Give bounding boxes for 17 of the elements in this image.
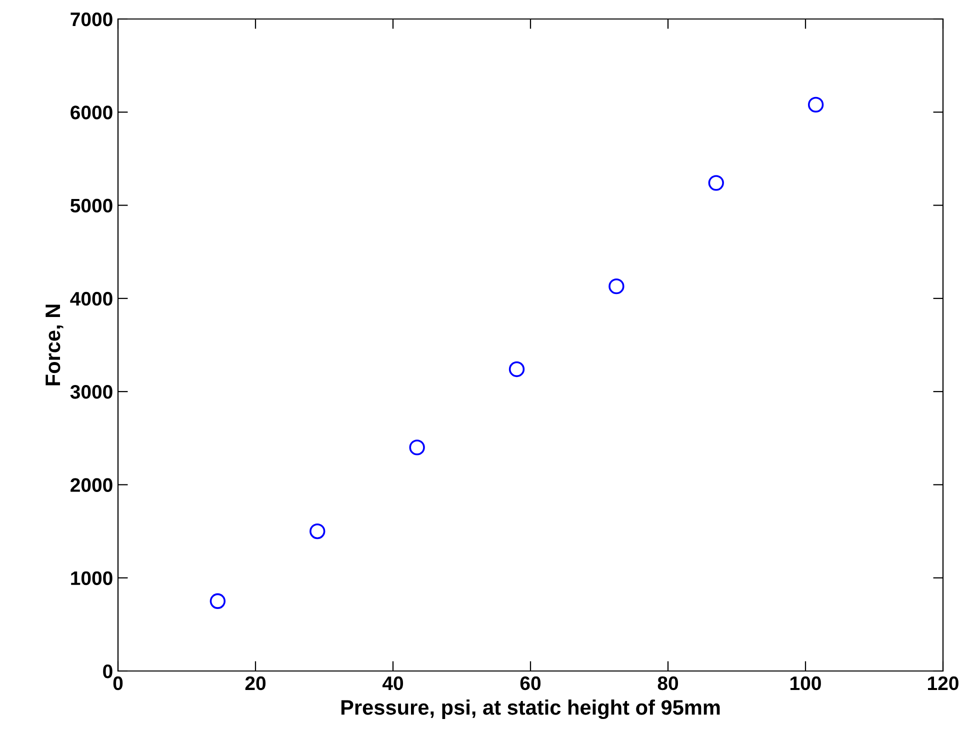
x-tick-label: 40 (382, 676, 404, 690)
y-tick-label: 7000 (70, 12, 112, 26)
x-tick-label: 0 (113, 676, 123, 690)
y-tick-label: 3000 (70, 385, 112, 399)
x-tick-label: 80 (658, 676, 678, 690)
x-tick-label: 120 (928, 676, 958, 690)
y-tick-label: 2000 (70, 478, 112, 492)
x-axis-title: Pressure, psi, at static height of 95mm (341, 700, 720, 720)
y-tick-label: 4000 (70, 292, 112, 306)
y-axis-title: Force, N (46, 304, 64, 386)
y-tick-label: 5000 (70, 198, 112, 213)
y-tick-label: 6000 (70, 106, 112, 120)
x-tick-label: 20 (245, 676, 266, 690)
x-tick-label: 100 (790, 676, 821, 690)
y-tick-label: 1000 (71, 571, 112, 586)
y-tick-label: 0 (103, 664, 112, 678)
x-tick-label: 60 (520, 676, 541, 690)
